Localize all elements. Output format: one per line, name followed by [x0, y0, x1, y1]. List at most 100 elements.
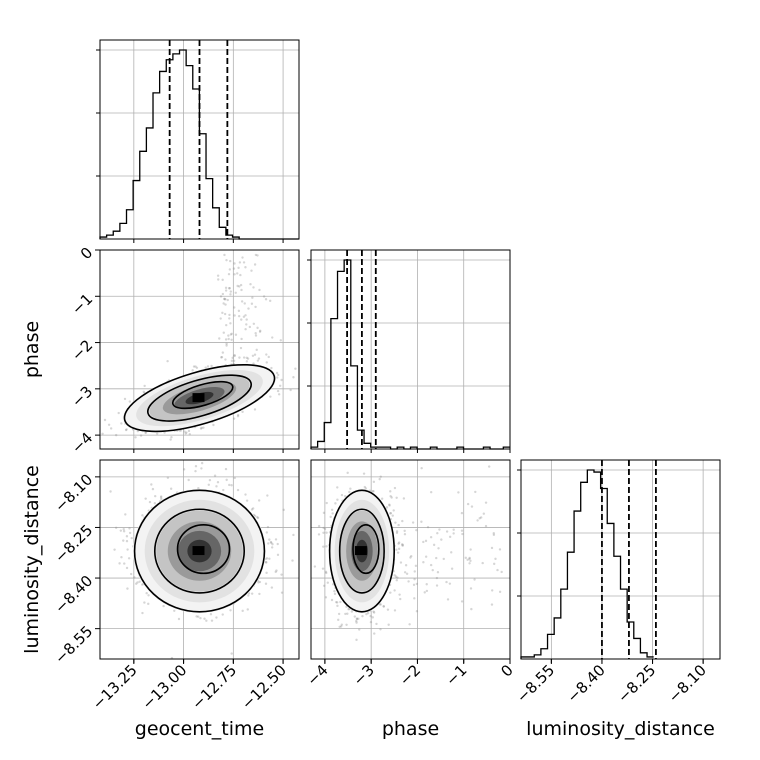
sample-point	[413, 597, 416, 600]
sample-point	[270, 541, 273, 545]
sample-point	[256, 254, 259, 257]
sample-point	[445, 580, 448, 584]
sample-point	[276, 376, 279, 379]
sample-point	[280, 573, 283, 576]
sample-point	[278, 384, 282, 387]
panel-frame	[310, 249, 511, 450]
sample-point	[252, 322, 256, 325]
sample-point	[242, 315, 246, 318]
sample-point	[236, 272, 239, 275]
sample-point	[280, 378, 283, 382]
sample-point	[141, 583, 144, 586]
sample-point	[473, 578, 476, 581]
sample-point	[240, 288, 243, 292]
sample-point	[258, 592, 261, 596]
sample-point	[355, 638, 358, 642]
y-axis-label-phase: phase	[21, 321, 43, 378]
sample-point	[230, 359, 234, 363]
sample-point	[114, 526, 118, 529]
y-tick-label-luminosity_distance: −8.40	[51, 572, 96, 617]
sample-point	[409, 556, 412, 559]
sample-point	[133, 576, 136, 579]
sample-point	[227, 287, 231, 290]
sample-point	[490, 603, 494, 606]
sample-point	[469, 587, 473, 590]
sample-point	[289, 388, 292, 392]
sample-point	[415, 528, 418, 532]
sample-point	[365, 612, 368, 616]
sample-point	[222, 302, 225, 305]
sample-point	[258, 580, 262, 584]
sample-point	[210, 364, 213, 368]
sample-point	[225, 344, 228, 347]
sample-point	[355, 619, 358, 623]
sample-point	[496, 568, 499, 572]
sample-point	[232, 417, 236, 420]
sample-point	[183, 430, 186, 433]
sample-point	[498, 590, 502, 594]
sample-point	[233, 306, 236, 309]
sample-point	[264, 561, 268, 564]
sample-point	[173, 609, 176, 612]
sample-point	[185, 431, 188, 434]
sample-point	[391, 514, 394, 517]
sample-point	[460, 600, 464, 603]
sample-point	[150, 483, 153, 486]
sample-point	[141, 514, 144, 517]
sample-point	[199, 616, 202, 620]
sample-point	[396, 576, 399, 579]
x-tick-label-geocent_time: −13.25	[89, 661, 141, 713]
sample-point	[191, 369, 194, 372]
sample-point	[258, 288, 261, 292]
sample-point	[372, 610, 375, 613]
sample-point	[355, 617, 359, 621]
sample-point	[250, 592, 254, 595]
sample-point	[228, 483, 231, 487]
sample-point	[236, 415, 240, 418]
sample-point	[194, 469, 197, 473]
sample-point	[393, 574, 396, 577]
sample-point	[224, 358, 227, 361]
sample-point	[466, 502, 470, 506]
sample-point	[344, 612, 347, 616]
y-tick-label-phase: −3	[68, 382, 96, 410]
sample-point	[229, 293, 232, 296]
sample-point	[408, 623, 411, 626]
sample-point	[371, 490, 374, 493]
sample-point	[154, 494, 157, 498]
sample-point	[222, 488, 225, 492]
sample-point	[401, 543, 404, 547]
sample-point	[232, 359, 236, 363]
sample-point	[494, 557, 497, 561]
sample-point	[254, 334, 258, 337]
sample-point	[350, 610, 354, 613]
sample-point	[195, 615, 198, 618]
sample-point	[335, 600, 338, 604]
sample-point	[343, 495, 347, 498]
sample-point	[398, 593, 401, 596]
sample-point	[238, 285, 241, 288]
sample-point	[224, 303, 227, 306]
sample-point	[349, 487, 352, 490]
sample-point	[143, 384, 146, 388]
sample-point	[431, 568, 434, 572]
y-tick-label-luminosity_distance: −8.55	[51, 622, 96, 667]
sample-point	[228, 317, 231, 320]
sample-point	[429, 535, 433, 539]
sample-point	[324, 596, 328, 599]
scatter-panel-phase-luminosity_distance	[310, 459, 511, 660]
x-tick-label-geocent_time: −13.00	[138, 661, 190, 713]
sample-point	[346, 471, 349, 475]
sample-point	[395, 578, 398, 582]
sample-point	[292, 533, 295, 537]
sample-point	[403, 571, 407, 574]
sample-point	[334, 502, 337, 505]
scatter-panel-geocent_time-luminosity_distance	[99, 459, 300, 660]
sample-point	[230, 338, 233, 342]
sample-point	[242, 261, 246, 264]
sample-point	[126, 587, 129, 590]
sample-point	[204, 366, 207, 369]
x-tick-label-phase: 0	[497, 661, 516, 680]
sample-point	[394, 575, 398, 578]
sample-point	[245, 323, 248, 326]
